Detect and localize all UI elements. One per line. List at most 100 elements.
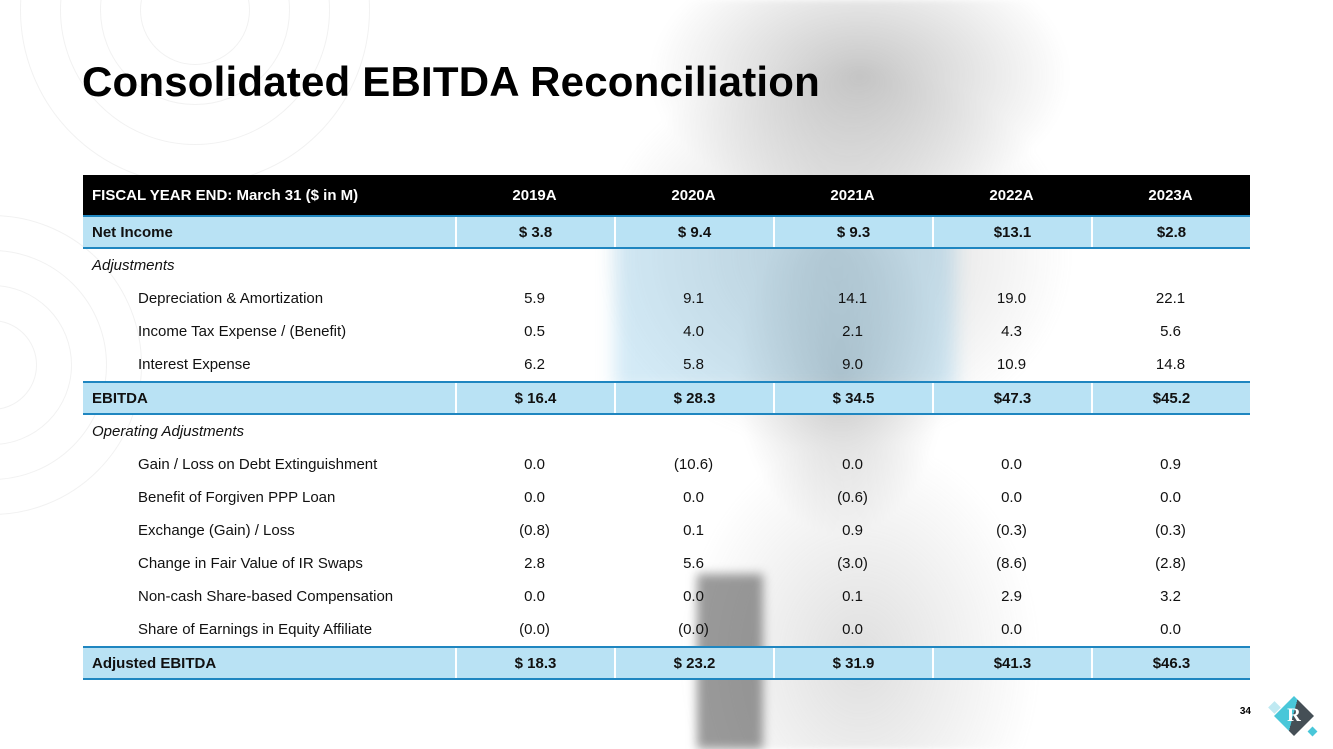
row-value: 5.6	[1160, 323, 1181, 340]
row-value: 2.9	[1001, 588, 1022, 605]
row-value: 2.8	[524, 555, 545, 572]
row-value: $46.3	[1091, 648, 1250, 678]
row-value: 0.1	[842, 588, 863, 605]
row-value: (0.0)	[678, 621, 709, 638]
table-row: Adjusted EBITDA $ 18.3 $ 23.2 $ 31.9 $41.3 $4…	[83, 646, 1250, 680]
row-value: $ 3.8	[455, 217, 614, 247]
table-header-row: FISCAL YEAR END: March 31 ($ in M) 2019A…	[83, 175, 1250, 215]
row-label: Adjusted EBITDA	[92, 654, 217, 672]
company-logo: R	[1268, 691, 1319, 741]
table-row: Interest Expense 6.2 5.8 9.0 10.9 14.8	[83, 348, 1250, 381]
row-value: 3.2	[1160, 588, 1181, 605]
row-value: $47.3	[932, 383, 1091, 413]
table-row: Depreciation & Amortization 5.9 9.1 14.1 19.…	[83, 282, 1250, 315]
row-value: 5.6	[683, 555, 704, 572]
table-row: Non-cash Share-based Compensation 0.0 0.0 0…	[83, 580, 1250, 613]
row-value: (10.6)	[673, 456, 714, 473]
row-value: 9.1	[683, 290, 704, 307]
row-value: 0.0	[683, 489, 704, 506]
background-photo	[540, 0, 1180, 749]
row-value: 14.8	[1155, 356, 1186, 373]
row-value: 0.0	[1001, 456, 1022, 473]
row-value: 4.3	[1001, 323, 1022, 340]
column-header-2023a: 2023A	[1148, 186, 1193, 204]
row-value: 2.1	[842, 323, 863, 340]
row-value: 0.0	[524, 489, 545, 506]
row-label: Depreciation & Amortization	[138, 290, 324, 307]
row-value: 5.9	[524, 290, 545, 307]
row-value: (3.0)	[837, 555, 868, 572]
row-value: 19.0	[996, 290, 1027, 307]
row-value: (0.6)	[837, 489, 868, 506]
row-value: 0.0	[1001, 621, 1022, 638]
table-row: Operating Adjustments	[83, 415, 1250, 448]
row-label: Change in Fair Value of IR Swaps	[138, 555, 363, 572]
table-row: Net Income $ 3.8 $ 9.4 $ 9.3 $13.1 $2.8	[83, 215, 1250, 249]
logo-letter: R	[1287, 705, 1301, 726]
row-value: (2.8)	[1155, 555, 1186, 572]
row-label: Operating Adjustments	[92, 423, 245, 440]
row-value: 0.9	[842, 522, 863, 539]
row-value: 0.0	[842, 621, 863, 638]
row-value: (8.6)	[996, 555, 1027, 572]
row-label: Benefit of Forgiven PPP Loan	[138, 489, 336, 506]
row-value: 14.1	[837, 290, 868, 307]
ebitda-reconciliation-table: FISCAL YEAR END: March 31 ($ in M) 2019A…	[83, 175, 1250, 680]
row-value: $ 28.3	[614, 383, 773, 413]
row-value: (0.8)	[519, 522, 550, 539]
column-header-2022a: 2022A	[989, 186, 1034, 204]
page-title: Consolidated EBITDA Reconciliation	[82, 58, 820, 105]
row-value: 0.0	[524, 588, 545, 605]
row-label: Non-cash Share-based Compensation	[138, 588, 394, 605]
row-label: EBITDA	[92, 389, 148, 407]
row-value: $13.1	[932, 217, 1091, 247]
row-value: $ 31.9	[773, 648, 932, 678]
row-value: 10.9	[996, 356, 1027, 373]
page-number: 34	[1239, 706, 1251, 717]
row-label: Interest Expense	[138, 356, 251, 373]
table-row: Benefit of Forgiven PPP Loan 0.0 0.0 (0.6) 0…	[83, 481, 1250, 514]
row-value: (0.3)	[1155, 522, 1186, 539]
row-label: Adjustments	[92, 257, 175, 274]
table-header-label: FISCAL YEAR END: March 31 ($ in M)	[92, 186, 359, 204]
row-value: 9.0	[842, 356, 863, 373]
row-label: Share of Earnings in Equity Affiliate	[138, 621, 373, 638]
table-row: Share of Earnings in Equity Affiliate (0.…	[83, 613, 1250, 646]
row-value: (0.0)	[519, 621, 550, 638]
row-value: 0.1	[683, 522, 704, 539]
row-value: $45.2	[1091, 383, 1250, 413]
row-value: $41.3	[932, 648, 1091, 678]
row-value: 0.0	[1160, 621, 1181, 638]
row-value: 0.0	[683, 588, 704, 605]
row-value: $ 9.4	[614, 217, 773, 247]
row-value: (0.3)	[996, 522, 1027, 539]
column-header-2019a: 2019A	[512, 186, 557, 204]
row-label: Exchange (Gain) / Loss	[138, 522, 295, 539]
row-label: Income Tax Expense / (Benefit)	[138, 323, 347, 340]
column-header-2021a: 2021A	[830, 186, 875, 204]
row-value: 4.0	[683, 323, 704, 340]
table-row: Gain / Loss on Debt Extinguishment 0.0 (10…	[83, 448, 1250, 481]
row-value: $ 9.3	[773, 217, 932, 247]
row-value: 0.0	[1001, 489, 1022, 506]
row-label: Net Income	[92, 223, 173, 241]
row-value: 5.8	[683, 356, 704, 373]
row-value: 6.2	[524, 356, 545, 373]
table-row: EBITDA $ 16.4 $ 28.3 $ 34.5 $47.3 $45.2	[83, 381, 1250, 415]
table-row: Exchange (Gain) / Loss (0.8) 0.1 0.9 (0.3) (0…	[83, 514, 1250, 547]
row-value: 0.5	[524, 323, 545, 340]
row-value: $ 34.5	[773, 383, 932, 413]
row-value: $2.8	[1091, 217, 1250, 247]
row-value: 22.1	[1155, 290, 1186, 307]
column-header-2020a: 2020A	[671, 186, 716, 204]
row-value: $ 23.2	[614, 648, 773, 678]
row-value: $ 16.4	[455, 383, 614, 413]
row-value: 0.0	[1160, 489, 1181, 506]
row-value: 0.0	[842, 456, 863, 473]
table-body: Net Income $ 3.8 $ 9.4 $ 9.3 $13.1 $2.8 Adjust…	[83, 215, 1250, 680]
row-value: 0.0	[524, 456, 545, 473]
row-label: Gain / Loss on Debt Extinguishment	[138, 456, 378, 473]
row-value: $ 18.3	[455, 648, 614, 678]
row-value: 0.9	[1160, 456, 1181, 473]
